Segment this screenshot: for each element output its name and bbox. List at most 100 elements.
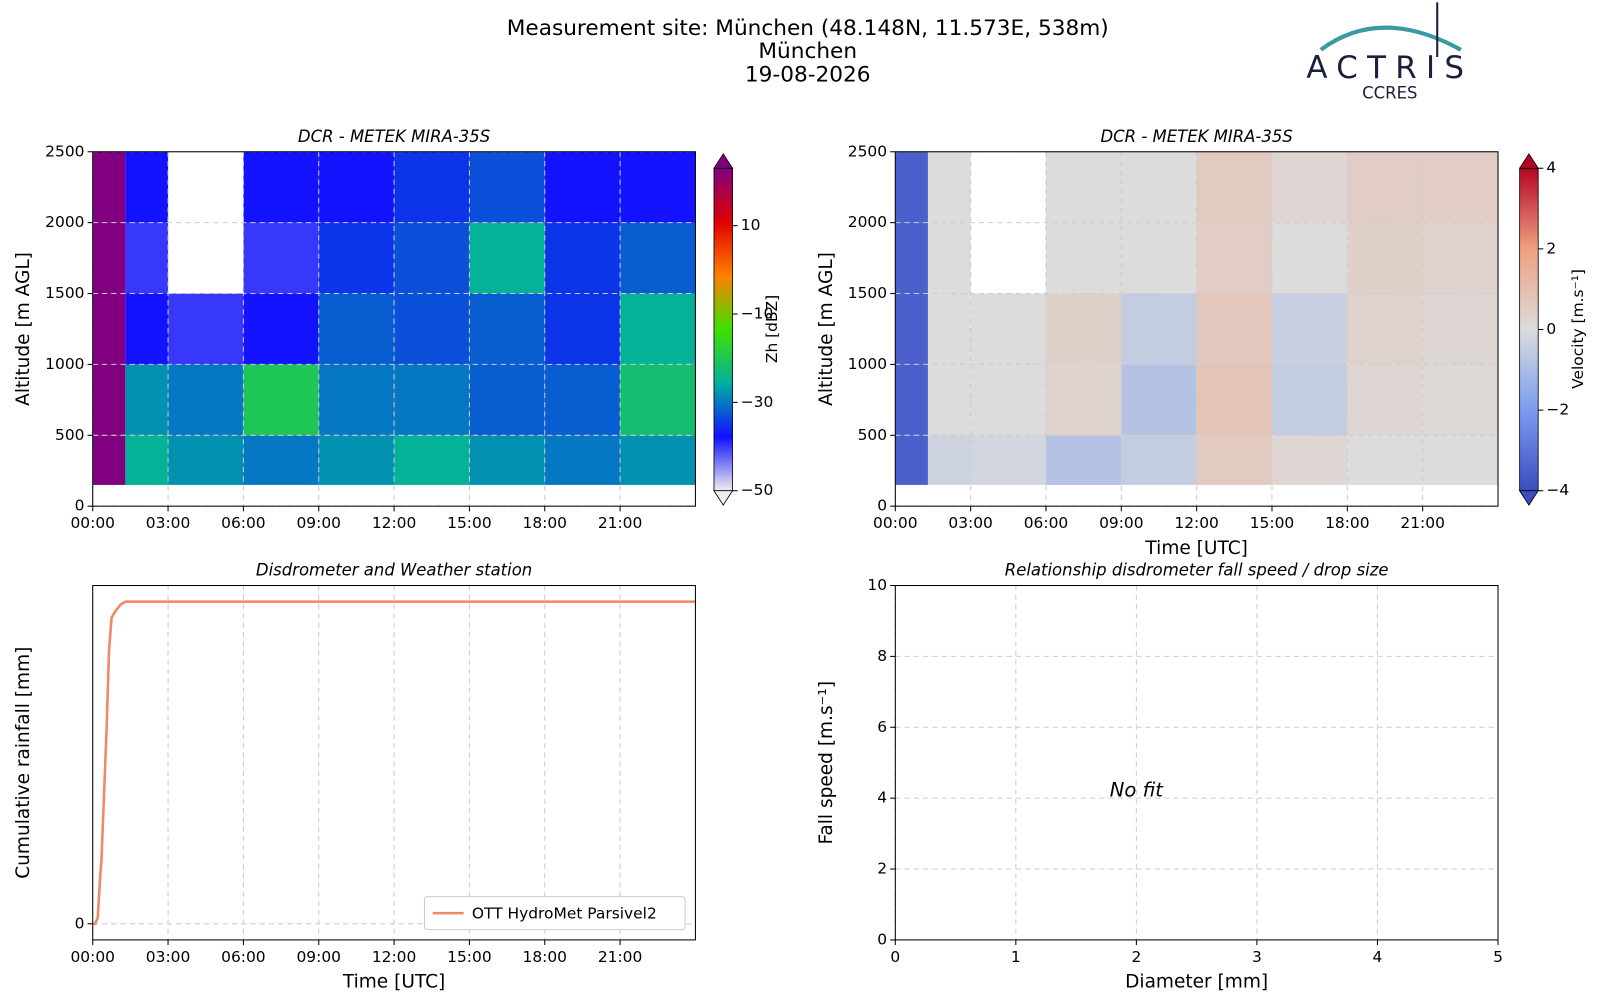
x-tick-label: 21:00 xyxy=(598,948,643,966)
colorbar-extend xyxy=(713,490,734,506)
y-tick-label: 0 xyxy=(75,497,85,515)
heatmap-cell xyxy=(970,293,1046,365)
heatmap-cell xyxy=(1271,151,1348,223)
heatmap-cell xyxy=(125,435,169,485)
y-tick-label: 2000 xyxy=(45,213,84,231)
y-tick-label: 2500 xyxy=(45,142,84,160)
heatmap-cell xyxy=(1196,293,1272,365)
heatmap-cell xyxy=(243,293,319,365)
x-tick-label: 06:00 xyxy=(221,514,266,532)
heatmap-cell xyxy=(1196,364,1272,436)
heatmap-cell xyxy=(927,293,971,365)
heatmap-cell xyxy=(125,293,169,365)
panel-title: DCR - METEK MIRA-35S xyxy=(298,127,490,146)
heatmap-cell xyxy=(92,293,126,365)
plot-frame xyxy=(894,584,1499,941)
heatmap-cell xyxy=(1121,293,1197,365)
heatmap-cell xyxy=(544,364,621,436)
y-tick-label: 1500 xyxy=(45,284,84,302)
y-tick-label: 0 xyxy=(877,497,887,515)
heatmap-cell xyxy=(394,364,470,436)
colorbar-label: Zh [dBZ] xyxy=(763,295,781,363)
x-tick-label: 4 xyxy=(1373,948,1383,966)
heatmap-cell xyxy=(620,435,696,485)
line xyxy=(92,600,696,926)
panel: OTT HydroMet Parsivel2 00:00 03:00 06:00 09:… xyxy=(13,561,696,993)
heatmap-cell xyxy=(1347,435,1423,485)
x-tick-label: 5 xyxy=(1493,948,1503,966)
x-axis-label: Time [UTC] xyxy=(1144,538,1247,559)
heatmap-cell xyxy=(1422,222,1499,294)
colorbar-tick-label: −50 xyxy=(741,481,774,499)
heatmap-cell xyxy=(1422,435,1499,485)
heatmap-cell xyxy=(92,151,126,223)
heatmap-cell xyxy=(125,222,169,294)
heatmap-cell xyxy=(1045,222,1122,294)
colorbar-label: Velocity [m.s⁻¹] xyxy=(1569,269,1587,389)
y-tick-label: 500 xyxy=(858,426,887,444)
y-axis-label: Fall speed [m.s⁻¹] xyxy=(816,681,837,845)
legend-box xyxy=(423,896,686,931)
y-tick-label: 2000 xyxy=(848,213,887,231)
logo-sub: CCRES xyxy=(1362,84,1417,103)
x-axis-label: Diameter [mm] xyxy=(1125,972,1268,993)
heatmap-cell xyxy=(927,151,971,223)
x-tick-label: 15:00 xyxy=(1250,514,1295,532)
heatmap-cell xyxy=(1121,435,1197,485)
y-tick-label: 0 xyxy=(75,914,85,932)
heatmap-cell xyxy=(243,151,319,223)
x-tick-label: 06:00 xyxy=(221,948,266,966)
heatmap-cell xyxy=(544,293,621,365)
x-tick-label: 09:00 xyxy=(296,948,341,966)
colorbar xyxy=(713,167,733,492)
colorbar-tick-label: 2 xyxy=(1546,239,1556,257)
x-tick-label: 09:00 xyxy=(296,514,341,532)
y-tick-label: 6 xyxy=(877,718,887,736)
heatmap-cell xyxy=(620,364,696,436)
y-axis-label: Altitude [m AGL] xyxy=(816,252,837,406)
x-tick-label: 18:00 xyxy=(523,514,568,532)
x-tick-label: 09:00 xyxy=(1099,514,1144,532)
heatmap-cell xyxy=(469,435,545,485)
heatmap-cell xyxy=(318,364,395,436)
heatmap-cell xyxy=(318,435,395,485)
heatmap-cell xyxy=(1271,435,1348,485)
heatmap-cell xyxy=(469,151,545,223)
heatmap-cell xyxy=(1121,364,1197,436)
heatmap-cell xyxy=(544,435,621,485)
y-tick-label: 2 xyxy=(877,860,887,878)
heatmap-cell xyxy=(243,435,319,485)
x-tick-label: 00:00 xyxy=(70,514,115,532)
heatmap-cell xyxy=(620,293,696,365)
heatmap-cell xyxy=(92,222,126,294)
x-tick-label: 21:00 xyxy=(1400,514,1445,532)
colorbar xyxy=(1519,167,1539,492)
colorbar-tick-label: −4 xyxy=(1546,481,1569,499)
x-tick-label: 03:00 xyxy=(948,514,993,532)
x-tick-label: 12:00 xyxy=(372,948,417,966)
x-tick-label: 2 xyxy=(1131,948,1141,966)
heatmap-cell xyxy=(1347,364,1423,436)
y-tick-label: 2500 xyxy=(848,142,887,160)
heatmap-cell xyxy=(469,293,545,365)
y-tick-label: 4 xyxy=(877,789,887,807)
heatmap-cell xyxy=(1121,151,1197,223)
colorbar-tick-label: −10 xyxy=(741,305,774,323)
y-tick-label: 1000 xyxy=(848,355,887,373)
heatmap-cell xyxy=(895,293,928,365)
heatmap-cell xyxy=(168,435,244,485)
heatmap-cell xyxy=(469,364,545,436)
heatmap-cell xyxy=(1271,364,1348,436)
heatmap-cell xyxy=(970,364,1046,436)
x-tick-label: 06:00 xyxy=(1024,514,1069,532)
colorbar-extend xyxy=(713,153,734,169)
y-axis-label: Altitude [m AGL] xyxy=(13,252,34,406)
y-axis-label: Cumulative rainfall [mm] xyxy=(13,647,34,879)
heatmap-cell xyxy=(620,151,696,223)
x-tick-label: 1 xyxy=(1011,948,1021,966)
x-axis-label: Time [UTC] xyxy=(342,972,445,993)
logo-name: ACTRIS xyxy=(1306,50,1473,86)
colorbar-tick-label: 10 xyxy=(741,216,761,234)
heatmap-cell xyxy=(927,364,971,436)
y-tick-label: 0 xyxy=(877,930,887,948)
